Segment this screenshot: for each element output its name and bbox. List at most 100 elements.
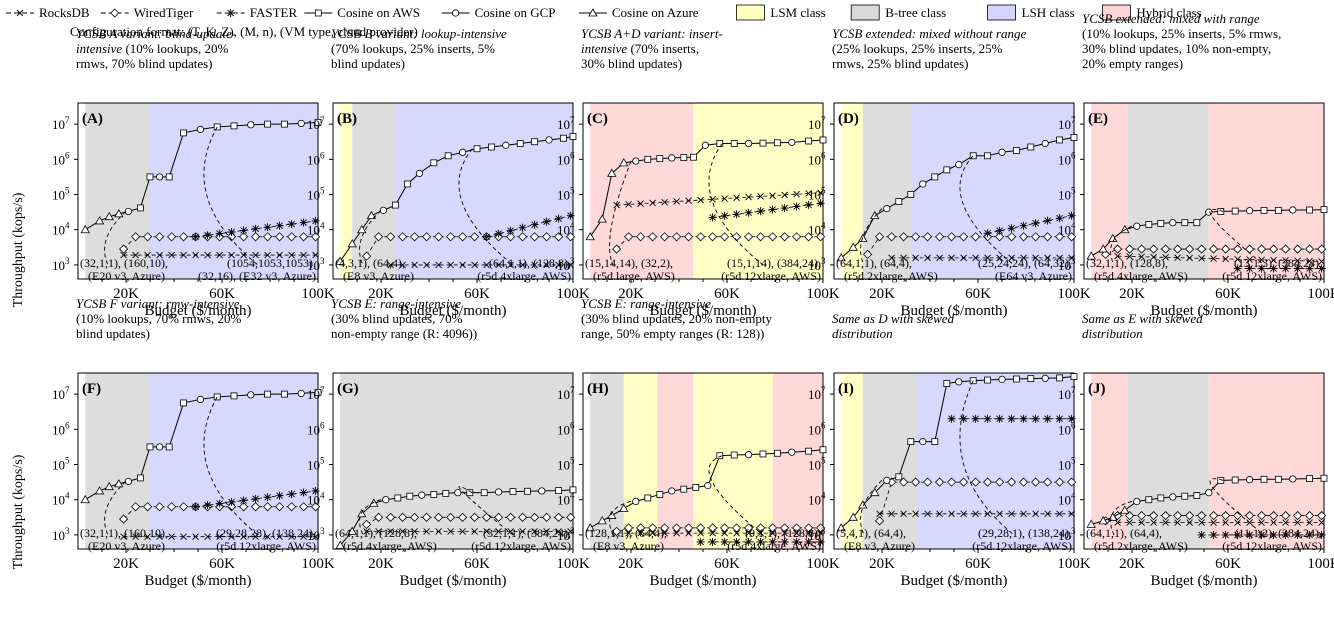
series-wiredtiger-point (227, 502, 237, 512)
series-wiredtiger-point (566, 512, 576, 522)
annotation-text: (1054,1053,1053), (227, 256, 316, 270)
legend-class-b-tree-class: B-tree class (850, 4, 946, 21)
series-rocksdb-point (685, 197, 692, 205)
annotation-text: (r5d.12xlarge, AWS) (721, 269, 821, 283)
series-rocksdb-point (960, 254, 967, 262)
series-rocksdb-point (1056, 254, 1063, 262)
cosine-point (1193, 219, 1201, 227)
series-faster-point (494, 229, 503, 238)
annotation-text: (E20 v3, Azure) (88, 539, 165, 553)
series-faster-point (299, 488, 308, 497)
series-rocksdb-point (120, 251, 127, 259)
cosine-point (943, 166, 951, 174)
series-rocksdb-point (1150, 253, 1157, 261)
series-rocksdb (1114, 519, 1325, 526)
series-rocksdb-point (204, 251, 211, 259)
y-tick-exponent: 3 (65, 256, 70, 266)
series-rocksdb-point (625, 201, 632, 208)
series-wiredtiger-point (648, 232, 658, 242)
y-tick-exponent: 6 (1071, 150, 1076, 160)
y-tick-exponent: 6 (65, 420, 70, 430)
series-rocksdb-point (435, 528, 442, 535)
series-wiredtiger-point (935, 232, 945, 242)
series-rocksdb-point (805, 529, 812, 537)
title-italic: YCSB B variant: lookup-intensive (331, 26, 507, 41)
panel-j: Same as E with skeweddistribution1031041… (1058, 311, 1334, 589)
series-rocksdb-point (1186, 519, 1193, 526)
series-rocksdb-point (721, 529, 728, 537)
series-rocksdb-point (912, 510, 919, 518)
panel-title-line: non-empty range (R: 4096)) (331, 326, 477, 341)
cosine-point (280, 120, 288, 128)
series-faster-point (1197, 530, 1206, 539)
cosine-point (569, 486, 577, 494)
series-faster-point (947, 414, 956, 423)
y-tick-label: 104 (307, 221, 325, 238)
panel-title: YCSB A+D variant: insert-intensive (70% … (581, 26, 723, 71)
cosine-point (931, 173, 939, 181)
series-wiredtiger-point (935, 477, 945, 487)
title-roman: rmws, 25% blind updates) (832, 56, 968, 71)
region-lsm-class (623, 373, 658, 549)
legend-swatch (987, 4, 1016, 21)
annotation-text: (15,14,14), (32,2), (585, 256, 673, 270)
series-faster-point (1293, 264, 1302, 273)
series-wiredtiger-point (263, 502, 273, 512)
series-rocksdb-point (936, 510, 943, 518)
y-tick-label: 103 (52, 526, 70, 543)
x-tick-label: 20K (869, 286, 895, 302)
series-faster-point (275, 491, 284, 500)
cosine-point (394, 494, 402, 502)
cosine-point (585, 523, 595, 532)
y-tick-exponent: 7 (65, 385, 70, 395)
series-rocksdb-point (1068, 254, 1075, 262)
legend-class-label: LSH class (1022, 5, 1075, 20)
region-hybrid-class (590, 103, 694, 279)
series-faster (191, 216, 320, 241)
series-wiredtiger-point (1055, 232, 1065, 242)
series-wiredtiger-point (518, 512, 528, 522)
x-tick-label: 20K (113, 286, 139, 302)
x-tick-label: 20K (368, 556, 394, 572)
series-rocksdb-point (471, 261, 478, 269)
series-wiredtiger-point (131, 502, 141, 512)
series-rocksdb-point (817, 189, 824, 197)
series-faster-point (542, 217, 551, 226)
series-rocksdb-point (1174, 519, 1181, 526)
y-tick-exponent: 6 (65, 150, 70, 160)
series-wiredtiger-point (119, 244, 129, 254)
series-rocksdb-point (1198, 254, 1205, 262)
series-wiredtiger-point (386, 512, 396, 522)
series-rocksdb-point (697, 196, 704, 204)
series-wiredtiger-point (660, 523, 670, 533)
panel-title-line: 30% blind updates) (581, 56, 682, 71)
title-italic: distribution (832, 326, 893, 341)
series-wiredtiger-point (684, 232, 694, 242)
series-wiredtiger-point (434, 512, 444, 522)
legend-label: FASTER (250, 5, 298, 20)
series-faster-point (1221, 530, 1230, 539)
series-rocksdb-point (228, 251, 235, 259)
x-tick-label: 100K (806, 286, 840, 302)
y-tick-label: 104 (52, 221, 70, 238)
series-wiredtiger-point (708, 523, 718, 533)
series-faster-point (227, 498, 236, 507)
series-rocksdb-point (1282, 519, 1289, 526)
series-wiredtiger-point (1221, 510, 1231, 521)
cosine-point (680, 154, 688, 161)
series-rocksdb-point (483, 528, 490, 535)
series-wiredtiger-point (1031, 477, 1041, 487)
series-wiredtiger-point (720, 523, 730, 533)
series-faster-point (1067, 211, 1076, 220)
series-wiredtiger-point (1055, 477, 1065, 487)
title-italic: YCSB E: range-intensive (331, 296, 461, 311)
series-faster-point (566, 211, 575, 220)
series-faster-point (1305, 264, 1314, 273)
legend-label: Cosine on Azure (612, 5, 699, 20)
annotation-text: (11,1,2), (384,24), (1234, 526, 1322, 540)
series-rocksdb-point (996, 510, 1003, 518)
series-cosine (585, 446, 827, 532)
x-tick-label: 100K (1057, 286, 1091, 302)
region-b-tree-class (340, 373, 573, 549)
cosine-point (1056, 374, 1063, 382)
